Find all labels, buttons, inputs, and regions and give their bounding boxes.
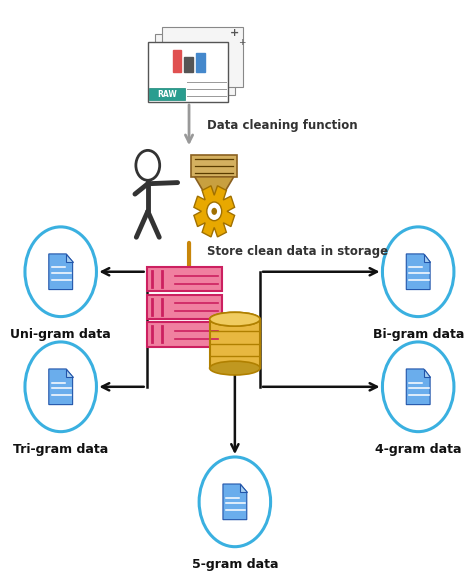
Polygon shape [66, 369, 73, 377]
Text: Data cleaning function: Data cleaning function [208, 118, 358, 132]
Text: +: + [230, 28, 239, 38]
Polygon shape [66, 254, 73, 262]
FancyBboxPatch shape [147, 267, 222, 291]
Text: Bi-gram data: Bi-gram data [373, 328, 464, 341]
Text: RAW: RAW [157, 90, 177, 99]
Polygon shape [424, 369, 430, 377]
Polygon shape [407, 369, 430, 405]
Ellipse shape [209, 312, 260, 326]
Polygon shape [240, 484, 247, 492]
Circle shape [211, 208, 217, 215]
FancyBboxPatch shape [149, 88, 185, 101]
Text: Store clean data in storage: Store clean data in storage [208, 245, 388, 258]
Text: Uni-gram data: Uni-gram data [10, 328, 111, 341]
FancyBboxPatch shape [147, 295, 222, 319]
Polygon shape [223, 484, 247, 520]
Ellipse shape [209, 312, 260, 326]
Polygon shape [194, 186, 235, 237]
Polygon shape [49, 254, 73, 290]
Bar [173, 50, 181, 72]
Bar [210, 202, 218, 210]
Bar [197, 53, 205, 72]
Text: +: + [238, 38, 246, 47]
FancyBboxPatch shape [147, 323, 222, 347]
Text: 4-gram data: 4-gram data [375, 443, 461, 456]
Circle shape [136, 150, 160, 180]
Polygon shape [195, 177, 234, 203]
Ellipse shape [209, 361, 260, 375]
Bar [209, 319, 260, 368]
Polygon shape [424, 254, 430, 262]
Text: Tri-gram data: Tri-gram data [13, 443, 109, 456]
Circle shape [207, 202, 222, 221]
FancyBboxPatch shape [162, 27, 243, 87]
Polygon shape [49, 369, 73, 405]
Polygon shape [407, 254, 430, 290]
Bar [185, 57, 193, 72]
FancyBboxPatch shape [155, 34, 235, 95]
FancyBboxPatch shape [191, 155, 237, 177]
FancyBboxPatch shape [148, 42, 228, 102]
Text: 5-gram data: 5-gram data [192, 558, 278, 571]
